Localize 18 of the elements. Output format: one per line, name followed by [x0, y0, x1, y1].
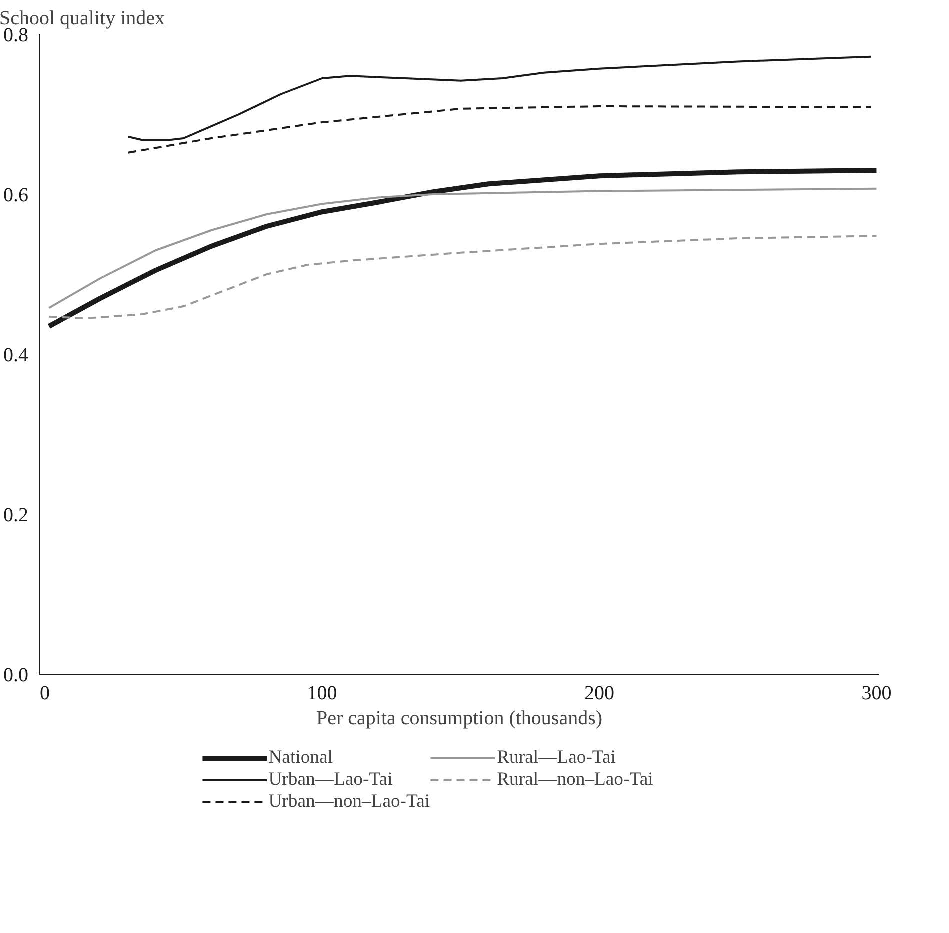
x-tick-label: 0: [40, 682, 50, 704]
x-tick-label: 100: [307, 682, 338, 704]
line-series: [127, 106, 872, 154]
x-axis-title: Per capita consumption (thousands): [316, 708, 603, 730]
line-series: [48, 235, 878, 320]
x-tick-label: 300: [862, 682, 892, 704]
legend-label: Rural—non–Lao-Tai: [497, 768, 654, 790]
y-tick-label: 0.4: [4, 344, 28, 366]
legend-label: Urban—non–Lao-Tai: [268, 790, 430, 812]
y-tick-label: 0.6: [4, 184, 28, 206]
legend-label: Rural—Lao-Tai: [497, 746, 616, 768]
legend-label: Urban—Lao-Tai: [268, 768, 393, 790]
line-series: [48, 188, 878, 310]
line-series: [127, 56, 872, 142]
legend-label: National: [268, 746, 333, 768]
x-tick-label: 200: [584, 682, 614, 704]
y-tick-label: 0.2: [4, 504, 28, 526]
y-tick-label: 0.0: [4, 664, 28, 686]
